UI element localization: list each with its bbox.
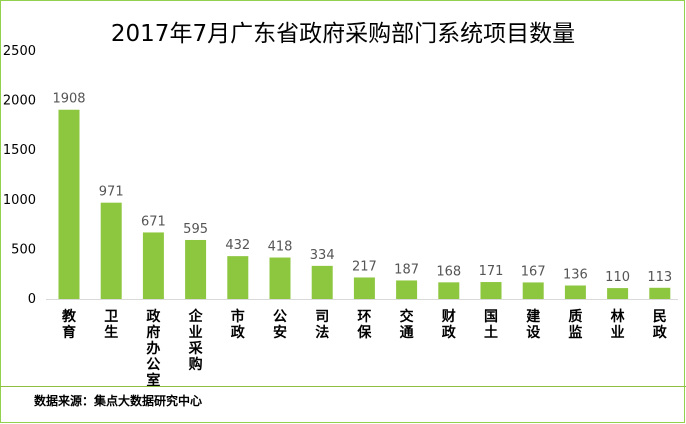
bar — [185, 239, 207, 299]
x-tick-label: 政府办公室 — [146, 308, 161, 386]
data-label: 334 — [310, 248, 335, 263]
y-tick-label: 2000 — [3, 94, 36, 109]
source-separator — [0, 386, 686, 387]
x-tick-label: 卫生 — [104, 309, 118, 341]
bar — [100, 202, 122, 299]
x-tick-label: 市政 — [231, 308, 246, 341]
x-tick-label: 林业 — [611, 308, 625, 341]
y-tick-label: 1000 — [3, 193, 36, 208]
x-tick-label: 建设 — [526, 308, 541, 341]
bar-chart: 0 500 1000 1500 2000 2500 1908 教育 971 卫生 671 政府办公室 5… — [3, 44, 678, 386]
x-tick-label: 财政 — [441, 308, 457, 341]
y-tick-label: 0 — [28, 292, 36, 307]
x-tick-label: 民政 — [653, 309, 668, 341]
data-label: 418 — [268, 240, 293, 255]
data-label: 110 — [605, 270, 630, 285]
x-tick-label: 司法 — [315, 309, 329, 341]
bar — [649, 287, 671, 299]
data-label: 595 — [183, 222, 208, 237]
data-label: 167 — [521, 264, 546, 279]
x-tick-label: 企业采购 — [188, 308, 204, 373]
data-label: 1908 — [52, 92, 85, 107]
y-tick-label: 500 — [11, 242, 36, 257]
bar — [311, 265, 333, 299]
data-label: 217 — [352, 259, 377, 274]
data-label: 187 — [394, 262, 419, 277]
bar — [396, 280, 418, 299]
x-tick-label: 质监 — [568, 308, 582, 341]
bar — [480, 282, 502, 299]
bar — [607, 288, 629, 299]
x-tick-label: 环保 — [356, 309, 372, 341]
bar — [269, 257, 291, 299]
bar — [522, 282, 544, 299]
bar — [58, 109, 80, 299]
data-label: 113 — [647, 270, 672, 285]
data-label: 171 — [479, 264, 504, 279]
bar — [353, 277, 375, 299]
source-note: 数据来源：集点大数据研究中心 — [34, 394, 203, 408]
x-tick-label: 国土 — [484, 309, 498, 341]
chart-title: 2017年7月广东省政府采购部门系统项目数量 — [110, 21, 576, 47]
bar — [438, 282, 460, 299]
x-tick-label: 公安 — [273, 309, 287, 341]
x-tick-label: 教育 — [62, 308, 77, 341]
data-label: 971 — [99, 185, 124, 200]
bar — [564, 285, 586, 299]
x-tick-label: 交通 — [400, 308, 414, 341]
y-tick-label: 2500 — [3, 44, 36, 59]
data-label: 432 — [225, 238, 250, 253]
bar — [227, 256, 249, 299]
data-label: 168 — [436, 264, 461, 279]
y-tick-label: 1500 — [3, 143, 36, 158]
data-label: 136 — [563, 268, 588, 283]
bar — [142, 232, 164, 299]
data-label: 671 — [141, 214, 166, 229]
